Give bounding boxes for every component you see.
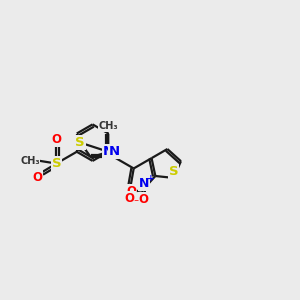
Text: O: O bbox=[51, 134, 62, 146]
Text: O: O bbox=[32, 171, 42, 184]
Text: O: O bbox=[139, 193, 148, 206]
Text: CH₃: CH₃ bbox=[99, 121, 118, 131]
Text: CH₃: CH₃ bbox=[20, 156, 40, 166]
Text: N: N bbox=[109, 145, 120, 158]
Text: N: N bbox=[139, 177, 149, 190]
Text: S: S bbox=[76, 136, 85, 149]
Text: N: N bbox=[103, 145, 114, 158]
Text: S: S bbox=[169, 165, 178, 178]
Text: O: O bbox=[126, 185, 136, 198]
Text: S: S bbox=[52, 157, 61, 170]
Text: ⁻: ⁻ bbox=[133, 198, 138, 208]
Text: O: O bbox=[125, 192, 135, 205]
Text: +: + bbox=[147, 174, 154, 183]
